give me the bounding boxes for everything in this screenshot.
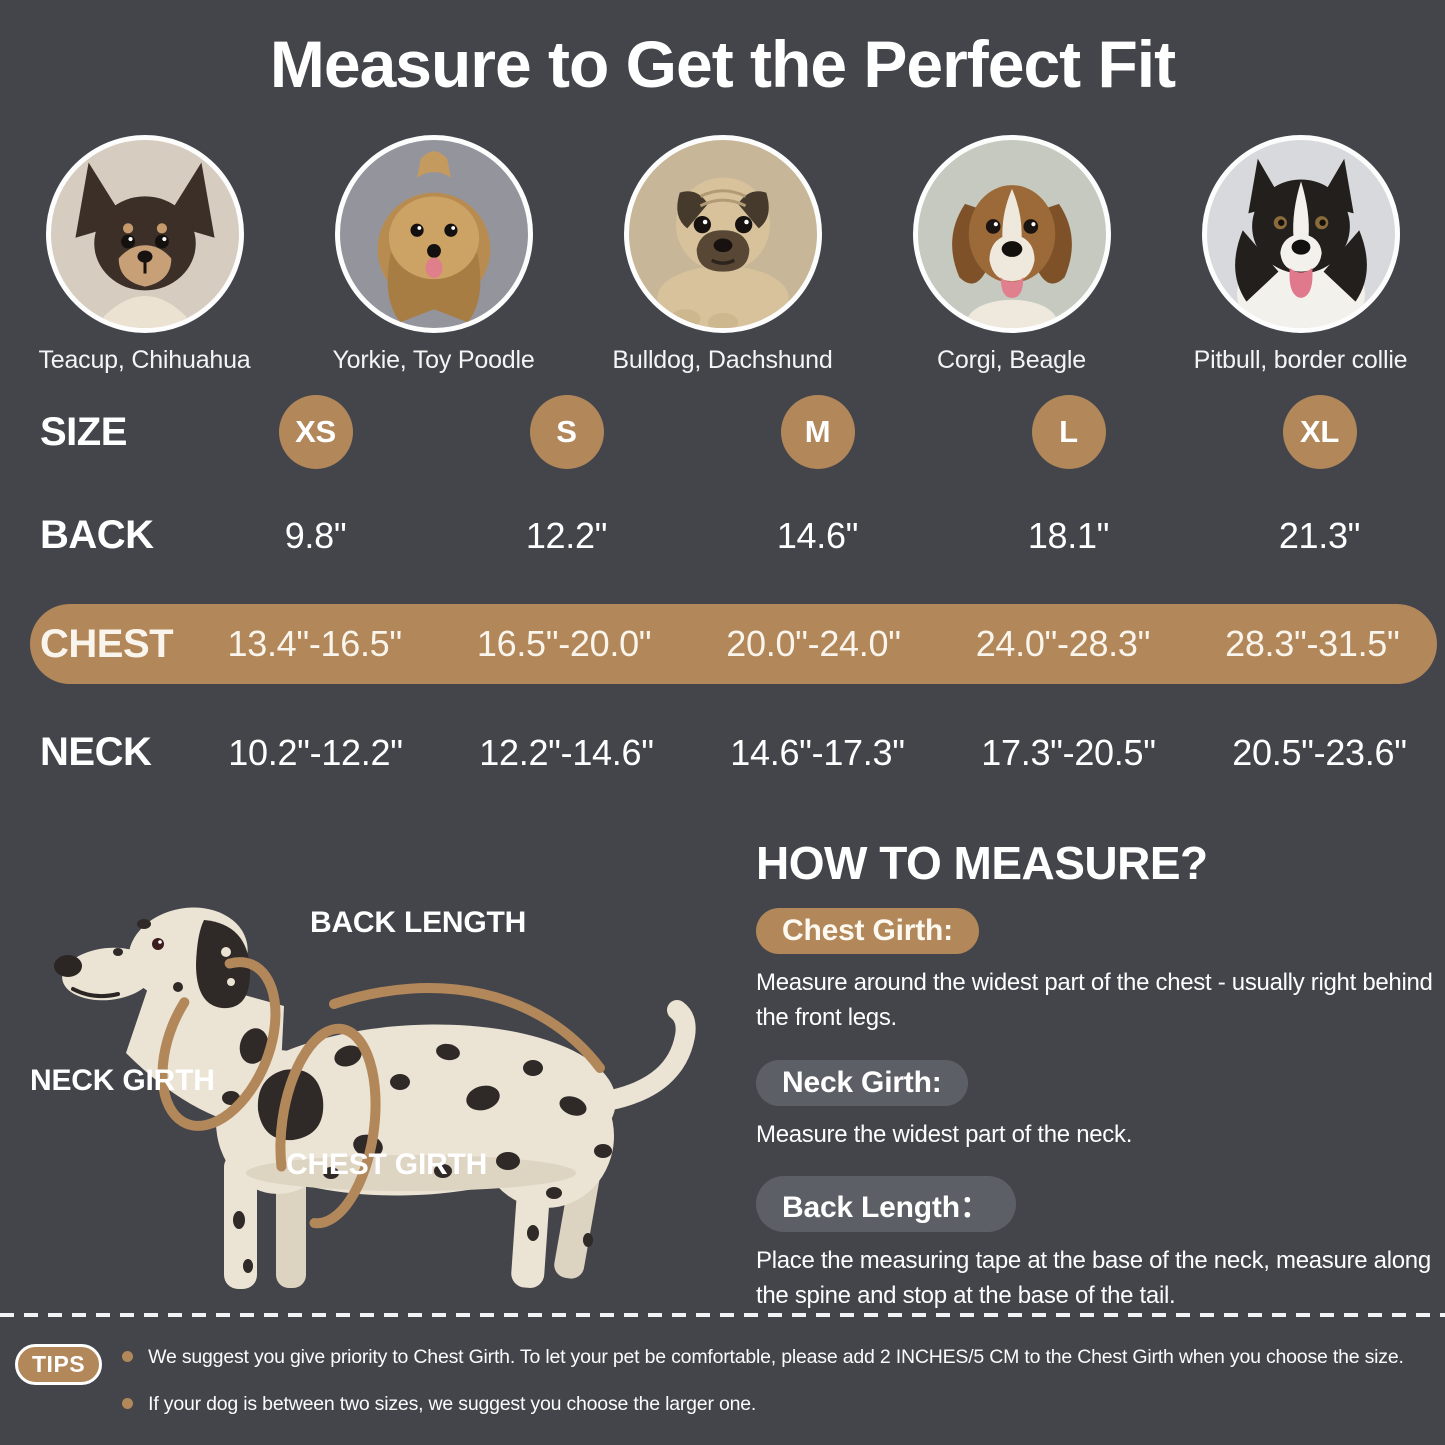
neck-value: 12.2"-14.6" xyxy=(479,731,654,773)
border-collie-dog-icon xyxy=(1234,159,1367,329)
breed-label: Teacup, Chihuahua xyxy=(38,346,251,375)
breed-label: Corgi, Beagle xyxy=(937,346,1086,375)
bullet-icon xyxy=(122,1351,134,1362)
yorkie-photo xyxy=(334,135,533,334)
tip-text: If your dog is between two sizes, we sug… xyxy=(148,1393,757,1415)
neck-value: 17.3"-20.5" xyxy=(981,731,1156,773)
chihuahua-photo xyxy=(45,135,244,334)
pug-dog-icon xyxy=(656,177,789,329)
size-pill-s: S xyxy=(529,395,604,470)
tips-badge: TIPS xyxy=(15,1344,103,1385)
page-title: Measure to Get the Perfect Fit xyxy=(269,27,1176,101)
chest-girth-block: Chest Girth: Measure around the widest p… xyxy=(756,908,1436,1036)
dog-cell-l: Corgi, Beagle xyxy=(867,135,1156,375)
chest-value: 13.4"-16.5" xyxy=(227,623,403,665)
chest-value: 24.0"-28.3" xyxy=(975,623,1151,665)
dog-cell-xl: Pitbull, border collie xyxy=(1156,135,1445,375)
breed-label: Pitbull, border collie xyxy=(1193,346,1408,375)
neck-girth-block: Neck Girth: Measure the widest part of t… xyxy=(756,1059,1436,1153)
back-length-badge: Back Length： xyxy=(756,1176,1016,1233)
chest-value: 16.5"-20.0" xyxy=(476,623,652,665)
neck-row: NECK 10.2"-12.2" 12.2"-14.6" 14.6"-17.3"… xyxy=(0,730,1445,775)
back-value: 18.1" xyxy=(1027,514,1110,556)
neck-girth-instructions: Measure the widest part of the neck. xyxy=(756,1120,1133,1148)
neck-value: 10.2"-12.2" xyxy=(228,731,403,773)
size-row-label: SIZE xyxy=(40,409,127,454)
pug-photo xyxy=(623,135,822,334)
back-row-label: BACK xyxy=(40,513,154,558)
size-pill-l: L xyxy=(1031,395,1106,470)
chest-value: 20.0"-24.0" xyxy=(726,623,901,665)
back-row: BACK 9.8" 12.2" 14.6" 18.1" 21.3" xyxy=(0,513,1445,558)
border-collie-photo xyxy=(1201,135,1400,334)
neck-girth-badge: Neck Girth: xyxy=(756,1059,968,1106)
back-length-label: BACK LENGTH xyxy=(310,906,527,939)
dog-photos-row: Teacup, Chihuahua Yorkie, Toy Poodle xyxy=(0,135,1445,375)
chest-row-highlight-band: CHEST 13.4"-16.5" 16.5"-20.0" 20.0"-24.0… xyxy=(30,604,1437,685)
size-row: SIZE XS S M L XL xyxy=(0,395,1445,470)
chest-girth-badge: Chest Girth: xyxy=(756,908,979,954)
measurement-diagram: BACK LENGTH NECK GIRTH CHEST GIRTH xyxy=(8,832,753,1312)
size-pill-m: M xyxy=(780,395,855,470)
breed-label: Yorkie, Toy Poodle xyxy=(332,346,535,375)
tip-item: If your dog is between two sizes, we sug… xyxy=(122,1393,1404,1416)
back-value: 21.3" xyxy=(1278,514,1361,556)
tips-section: TIPS We suggest you give priority to Che… xyxy=(15,1340,1439,1416)
beagle-photo xyxy=(912,135,1111,334)
chest-girth-label: CHEST GIRTH xyxy=(286,1148,488,1181)
chihuahua-dog-icon xyxy=(74,162,215,329)
neck-row-label: NECK xyxy=(40,730,152,775)
size-pill-xl: XL xyxy=(1282,395,1357,470)
tips-list: We suggest you give priority to Chest Gi… xyxy=(122,1340,1404,1416)
beagle-dog-icon xyxy=(951,185,1072,329)
back-value: 12.2" xyxy=(525,514,608,556)
how-to-measure-heading: HOW TO MEASURE? xyxy=(756,837,1208,889)
neck-girth-label: NECK GIRTH xyxy=(30,1064,215,1097)
neck-value: 20.5"-23.6" xyxy=(1232,731,1407,773)
back-length-instructions: Place the measuring tape at the base of … xyxy=(756,1247,1431,1310)
chest-value: 28.3"-31.5" xyxy=(1225,623,1400,665)
yorkie-dog-icon xyxy=(377,151,490,323)
back-length-block: Back Length： Place the measuring tape at… xyxy=(756,1176,1436,1314)
dashed-divider xyxy=(0,1313,1445,1317)
how-to-measure-section: HOW TO MEASURE? Chest Girth: Measure aro… xyxy=(756,836,1436,1338)
breed-label: Bulldog, Dachshund xyxy=(612,346,833,375)
size-pill-xs: XS xyxy=(278,395,353,470)
dalmatian-illustration xyxy=(54,907,696,1289)
dog-cell-xs: Teacup, Chihuahua xyxy=(0,135,289,375)
dog-cell-m: Bulldog, Dachshund xyxy=(578,135,867,375)
tip-text: We suggest you give priority to Chest Gi… xyxy=(148,1346,1404,1368)
chest-row-label: CHEST xyxy=(40,621,174,666)
neck-value: 14.6"-17.3" xyxy=(730,731,905,773)
bullet-icon xyxy=(122,1398,134,1409)
back-value: 14.6" xyxy=(776,514,859,556)
chest-girth-instructions: Measure around the widest part of the ch… xyxy=(756,969,1433,1031)
dog-cell-s: Yorkie, Toy Poodle xyxy=(289,135,578,375)
back-value: 9.8" xyxy=(284,514,347,556)
tip-item: We suggest you give priority to Chest Gi… xyxy=(122,1346,1404,1369)
